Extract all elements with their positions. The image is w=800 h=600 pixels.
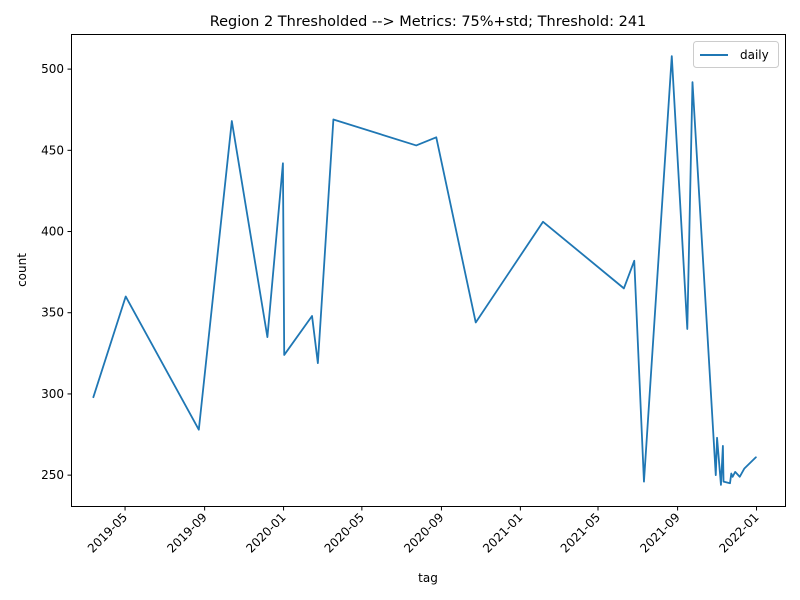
data-point — [739, 476, 741, 478]
data-point — [435, 137, 437, 139]
x-axis-title: tag — [418, 571, 438, 585]
data-point — [475, 322, 477, 324]
data-point — [743, 468, 745, 470]
series-line-daily — [92, 55, 757, 486]
plot-frame — [71, 34, 786, 507]
y-tick-label: 350 — [41, 306, 64, 320]
data-point — [729, 482, 731, 484]
data-point — [723, 481, 725, 483]
y-tick-label: 400 — [41, 225, 64, 239]
data-point — [317, 362, 319, 364]
data-point — [732, 476, 734, 478]
y-axis-title: count — [15, 253, 29, 287]
legend-label: daily — [740, 48, 769, 62]
data-point — [231, 120, 233, 122]
y-tick-label: 450 — [41, 143, 64, 157]
data-point — [671, 55, 673, 57]
data-point — [633, 260, 635, 262]
data-point — [720, 484, 722, 486]
data-point — [542, 221, 544, 223]
legend-box — [693, 41, 779, 68]
chart-title: Region 2 Thresholded --> Metrics: 75%+st… — [210, 14, 647, 30]
y-tick-label: 300 — [41, 387, 64, 401]
data-point — [734, 471, 736, 473]
data-point — [267, 336, 269, 338]
data-point — [282, 163, 284, 165]
data-point — [125, 296, 127, 298]
y-tick-label: 250 — [41, 468, 64, 482]
y-tick-label: 500 — [41, 62, 64, 76]
data-point — [716, 437, 718, 439]
data-point — [692, 81, 694, 83]
data-point — [643, 481, 645, 483]
data-point — [311, 315, 313, 317]
legend: daily — [693, 41, 779, 68]
data-point — [93, 396, 95, 398]
data-point — [755, 456, 757, 458]
data-point — [198, 429, 200, 431]
y-axis-ticks: 250 300 350 400 450 500 — [41, 62, 72, 482]
data-point — [415, 145, 417, 147]
data-point — [333, 119, 335, 121]
data-point — [715, 474, 717, 476]
data-point — [687, 328, 689, 330]
data-point — [722, 445, 724, 447]
data-point — [283, 354, 285, 356]
data-point — [623, 288, 625, 290]
series-layer — [92, 55, 757, 486]
data-point — [730, 473, 732, 475]
